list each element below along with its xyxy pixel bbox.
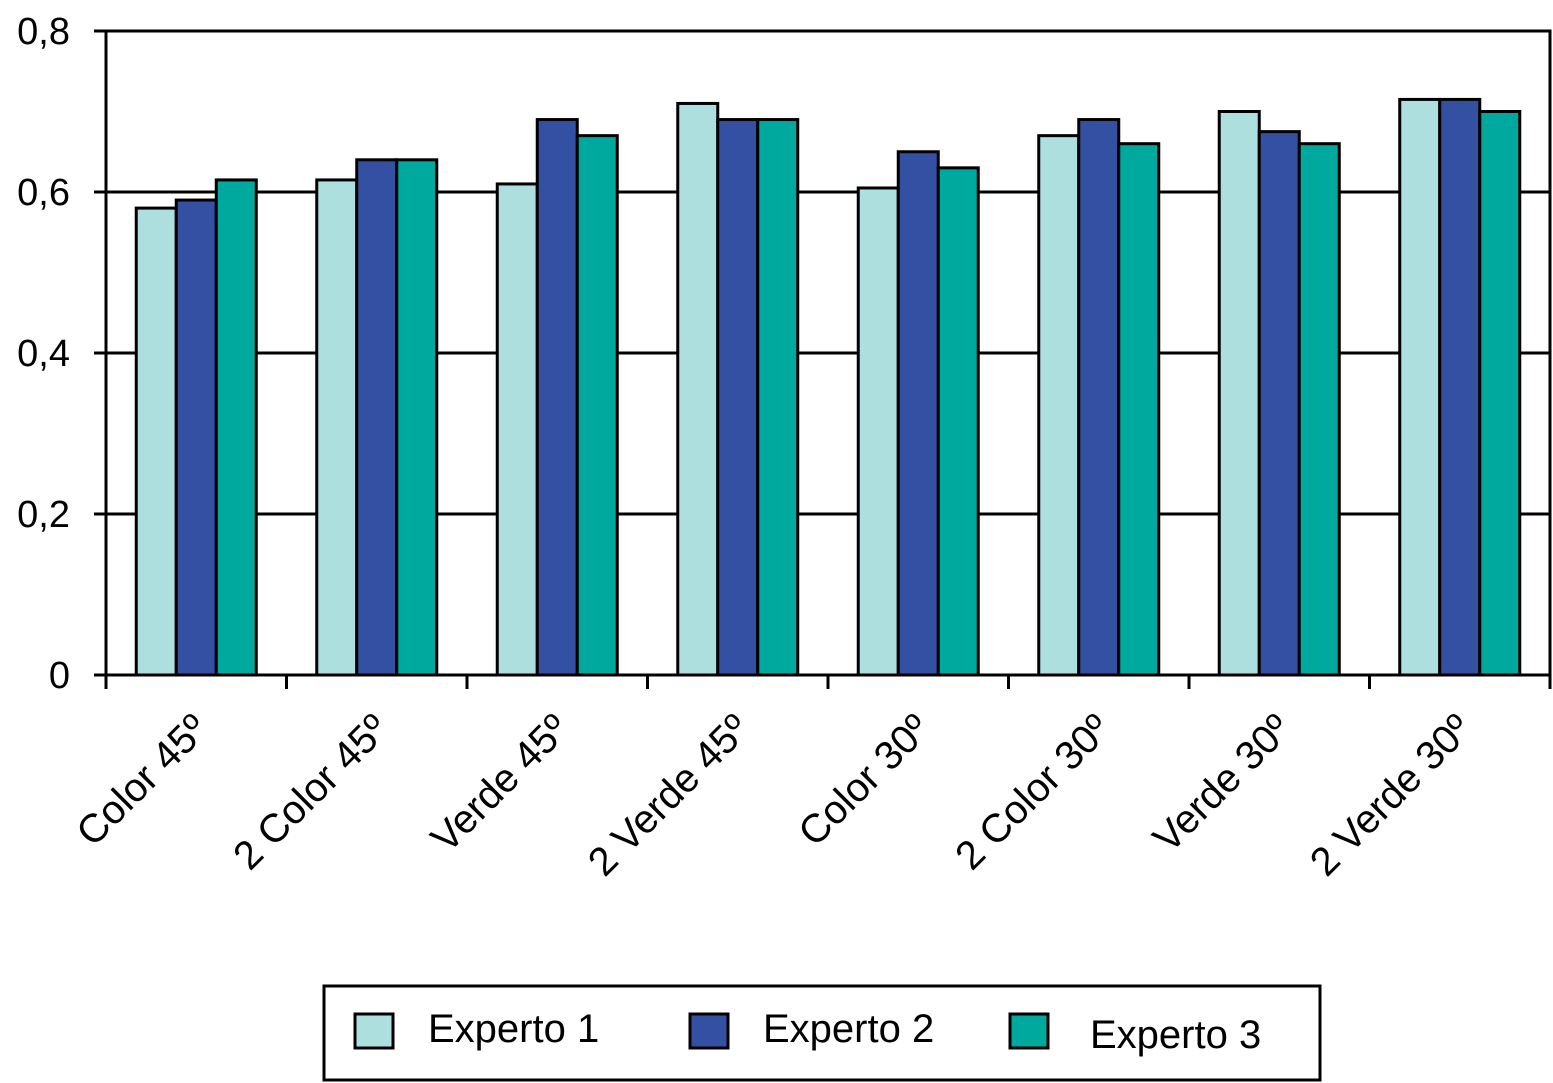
bar — [395, 158, 439, 677]
bar — [1478, 110, 1522, 677]
x-tick-label: Verde 45º — [423, 706, 578, 861]
bar — [1077, 118, 1121, 677]
plot-area: 0 0,2 0,4 0,6 0,8 Color 45º 2 Color 45º Verde 4… — [17, 11, 1552, 885]
x-tick-label: Verde 30º — [1145, 706, 1300, 861]
bar — [1257, 130, 1301, 677]
bar — [1297, 142, 1341, 677]
legend-box — [322, 984, 1322, 1082]
y-tick-label: 0,2 — [17, 494, 70, 536]
x-tick-label: 2 Color 45º — [225, 706, 397, 878]
bar — [1217, 110, 1261, 677]
bar — [896, 150, 940, 677]
legend-label: Experto 2 — [763, 1007, 934, 1051]
bar — [716, 118, 760, 677]
legend-swatch — [688, 1012, 730, 1050]
x-tick-label: Color 45º — [68, 706, 217, 855]
bar — [936, 166, 980, 677]
x-tick-label: Color 30º — [790, 706, 939, 855]
bar — [174, 198, 218, 677]
bar — [315, 178, 359, 677]
bar — [134, 206, 178, 677]
x-tick-label: 2 Verde 45º — [580, 706, 759, 885]
bar — [676, 101, 720, 677]
bar — [575, 134, 619, 677]
bar — [1398, 97, 1442, 677]
bar — [355, 158, 399, 677]
bar — [214, 178, 258, 677]
y-tick-label: 0,6 — [17, 172, 70, 214]
y-tick-label: 0,4 — [17, 333, 70, 375]
bar — [756, 118, 800, 677]
x-tick-label: 2 Color 30º — [947, 706, 1119, 878]
bar — [856, 186, 900, 677]
bar — [1438, 97, 1482, 677]
legend-swatch — [353, 1012, 395, 1050]
y-tick-label: 0 — [49, 655, 70, 697]
bar — [535, 118, 579, 677]
x-tick-label: 2 Verde 30º — [1302, 706, 1481, 885]
legend-swatch — [1008, 1012, 1050, 1050]
legend-label: Experto 1 — [428, 1007, 599, 1051]
bar — [495, 182, 539, 677]
bar — [1117, 142, 1161, 677]
legend: Experto 1 Experto 2 Experto 3 — [322, 984, 1322, 1082]
bar — [1037, 134, 1081, 677]
legend-label: Experto 3 — [1090, 1013, 1261, 1057]
y-tick-label: 0,8 — [17, 11, 70, 53]
